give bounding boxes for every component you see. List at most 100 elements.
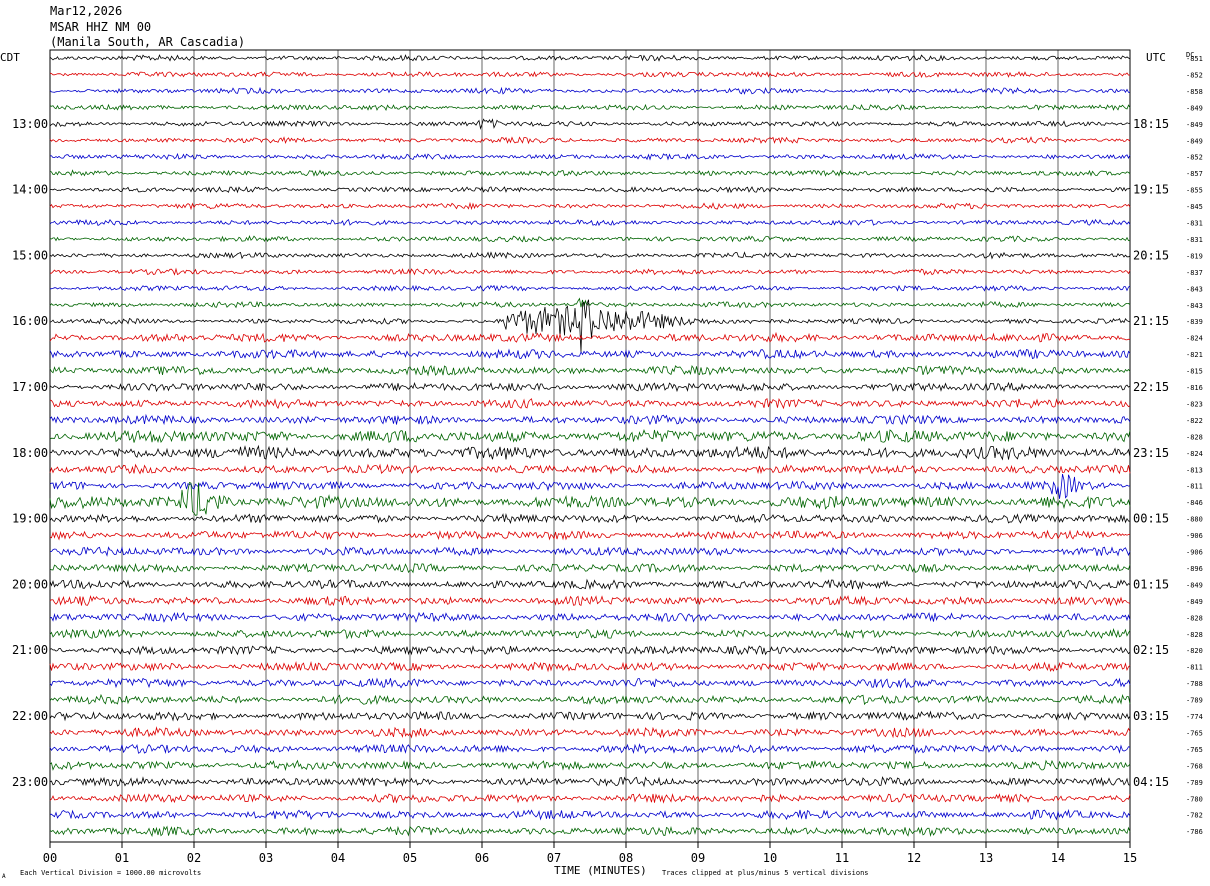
- dc-offset-label: -824: [1186, 450, 1203, 458]
- seismic-trace: [49, 628, 1131, 640]
- seismic-trace: [49, 348, 1131, 360]
- right-hour-label: 23:15: [1133, 446, 1169, 460]
- dc-offset-label: -828: [1186, 631, 1203, 639]
- seismic-trace: [49, 413, 1131, 426]
- seismic-trace: [49, 726, 1131, 739]
- left-hour-label: 21:00: [12, 643, 48, 657]
- seismic-trace: [49, 429, 1131, 444]
- dc-offset-label: -851: [1186, 55, 1203, 63]
- seismic-trace: [49, 381, 1131, 393]
- seismic-trace: [49, 578, 1131, 591]
- left-hour-label: 16:00: [12, 314, 48, 328]
- right-hour-label: 02:15: [1133, 643, 1169, 657]
- left-hour-label: 14:00: [12, 183, 48, 197]
- seismic-trace: [49, 512, 1131, 525]
- dc-offset-label: -828: [1186, 614, 1203, 622]
- seismic-trace: [49, 444, 1131, 461]
- x-tick-label: 13: [979, 851, 993, 865]
- right-hour-label: 19:15: [1133, 183, 1169, 197]
- dc-offset-label: -816: [1186, 384, 1203, 392]
- dc-offset-label: -789: [1186, 697, 1203, 705]
- dc-offset-label: -843: [1186, 285, 1203, 293]
- dc-offset-label: -822: [1186, 417, 1203, 425]
- dc-offset-label: -823: [1186, 400, 1203, 408]
- right-hour-label: 21:15: [1133, 314, 1169, 328]
- seismic-trace: [49, 759, 1131, 772]
- right-hour-label: 22:15: [1133, 380, 1169, 394]
- x-tick-label: 06: [475, 851, 489, 865]
- x-tick-label: 08: [619, 851, 633, 865]
- axis-labels: 00 01 02 03 04 05 06 07 08 09 10 11 12 13 14 15 13:00 18:…: [12, 55, 1203, 865]
- seismic-trace: [49, 299, 1131, 353]
- dc-offset-label: -849: [1186, 121, 1203, 129]
- seismic-trace: [49, 661, 1131, 673]
- seismic-trace: [50, 267, 1131, 276]
- x-tick-label: 00: [43, 851, 57, 865]
- left-hour-label: 18:00: [12, 446, 48, 460]
- dc-offset-label: -819: [1186, 252, 1203, 260]
- left-hour-label: 13:00: [12, 117, 48, 131]
- dc-offset-label: -846: [1186, 499, 1203, 507]
- left-hour-label: 17:00: [12, 380, 48, 394]
- dc-offset-label: -831: [1186, 236, 1203, 244]
- dc-offset-label: -855: [1186, 187, 1203, 195]
- seismic-trace: [49, 611, 1131, 623]
- grid-lines: [49, 49, 1131, 848]
- dc-offset-label: -813: [1186, 466, 1203, 474]
- seismic-trace: [49, 297, 1131, 309]
- left-hour-label: 22:00: [12, 709, 48, 723]
- seismic-trace: [49, 693, 1131, 706]
- x-tick-label: 04: [331, 851, 345, 865]
- x-tick-label: 11: [835, 851, 849, 865]
- seismic-trace: [49, 284, 1131, 292]
- seismic-trace: [49, 397, 1131, 410]
- right-hour-label: 04:15: [1133, 775, 1169, 789]
- dc-offset-label: -896: [1186, 565, 1203, 573]
- right-hour-label: 03:15: [1133, 709, 1169, 723]
- dc-offset-label: -852: [1186, 154, 1203, 162]
- seismic-trace: [49, 169, 1131, 177]
- header-date: Mar12,2026: [50, 4, 123, 18]
- dc-offset-label: -782: [1186, 812, 1203, 820]
- seismic-trace: [49, 201, 1131, 211]
- dc-offset-label: -837: [1186, 269, 1203, 277]
- seismic-trace: [49, 776, 1131, 788]
- dc-offset-label: -828: [1186, 433, 1203, 441]
- x-tick-label: 09: [691, 851, 705, 865]
- seismic-trace: [49, 481, 1131, 516]
- seismic-trace: [49, 218, 1131, 227]
- seismic-trace: [49, 235, 1131, 243]
- left-hour-label: 23:00: [12, 775, 48, 789]
- seismic-trace: [49, 118, 1131, 130]
- right-hour-label: 20:15: [1133, 248, 1169, 262]
- x-tick-label: 15: [1123, 851, 1137, 865]
- x-tick-label: 10: [763, 851, 777, 865]
- dc-offset-label: -906: [1186, 549, 1203, 557]
- seismic-trace: [49, 793, 1131, 804]
- dc-offset-label: -849: [1186, 581, 1203, 589]
- seismic-trace: [49, 677, 1131, 689]
- dc-offset-label: -774: [1186, 713, 1203, 721]
- right-timezone-label: UTC: [1146, 51, 1166, 64]
- seismic-trace: [49, 251, 1131, 260]
- left-hour-label: 20:00: [12, 577, 48, 591]
- plot-frame: [49, 49, 1131, 843]
- seismic-trace: [49, 186, 1131, 194]
- dc-offset-label: -843: [1186, 302, 1203, 310]
- x-axis-title: TIME (MINUTES): [554, 864, 647, 877]
- dc-offset-label: -788: [1186, 680, 1203, 688]
- x-tick-label: 05: [403, 851, 417, 865]
- seismic-trace: [49, 71, 1131, 79]
- dc-offset-label: -815: [1186, 368, 1203, 376]
- dc-offset-label: -839: [1186, 318, 1203, 326]
- dc-offset-label: -765: [1186, 729, 1203, 737]
- seismic-trace: [49, 710, 1131, 722]
- dc-offset-label: -768: [1186, 762, 1203, 770]
- seismic-trace: [49, 463, 1131, 475]
- seismic-trace: [49, 103, 1131, 111]
- seismic-trace: [49, 474, 1131, 499]
- seismic-trace: [49, 54, 1131, 62]
- x-tick-label: 07: [547, 851, 561, 865]
- corner-mark: A: [2, 873, 6, 880]
